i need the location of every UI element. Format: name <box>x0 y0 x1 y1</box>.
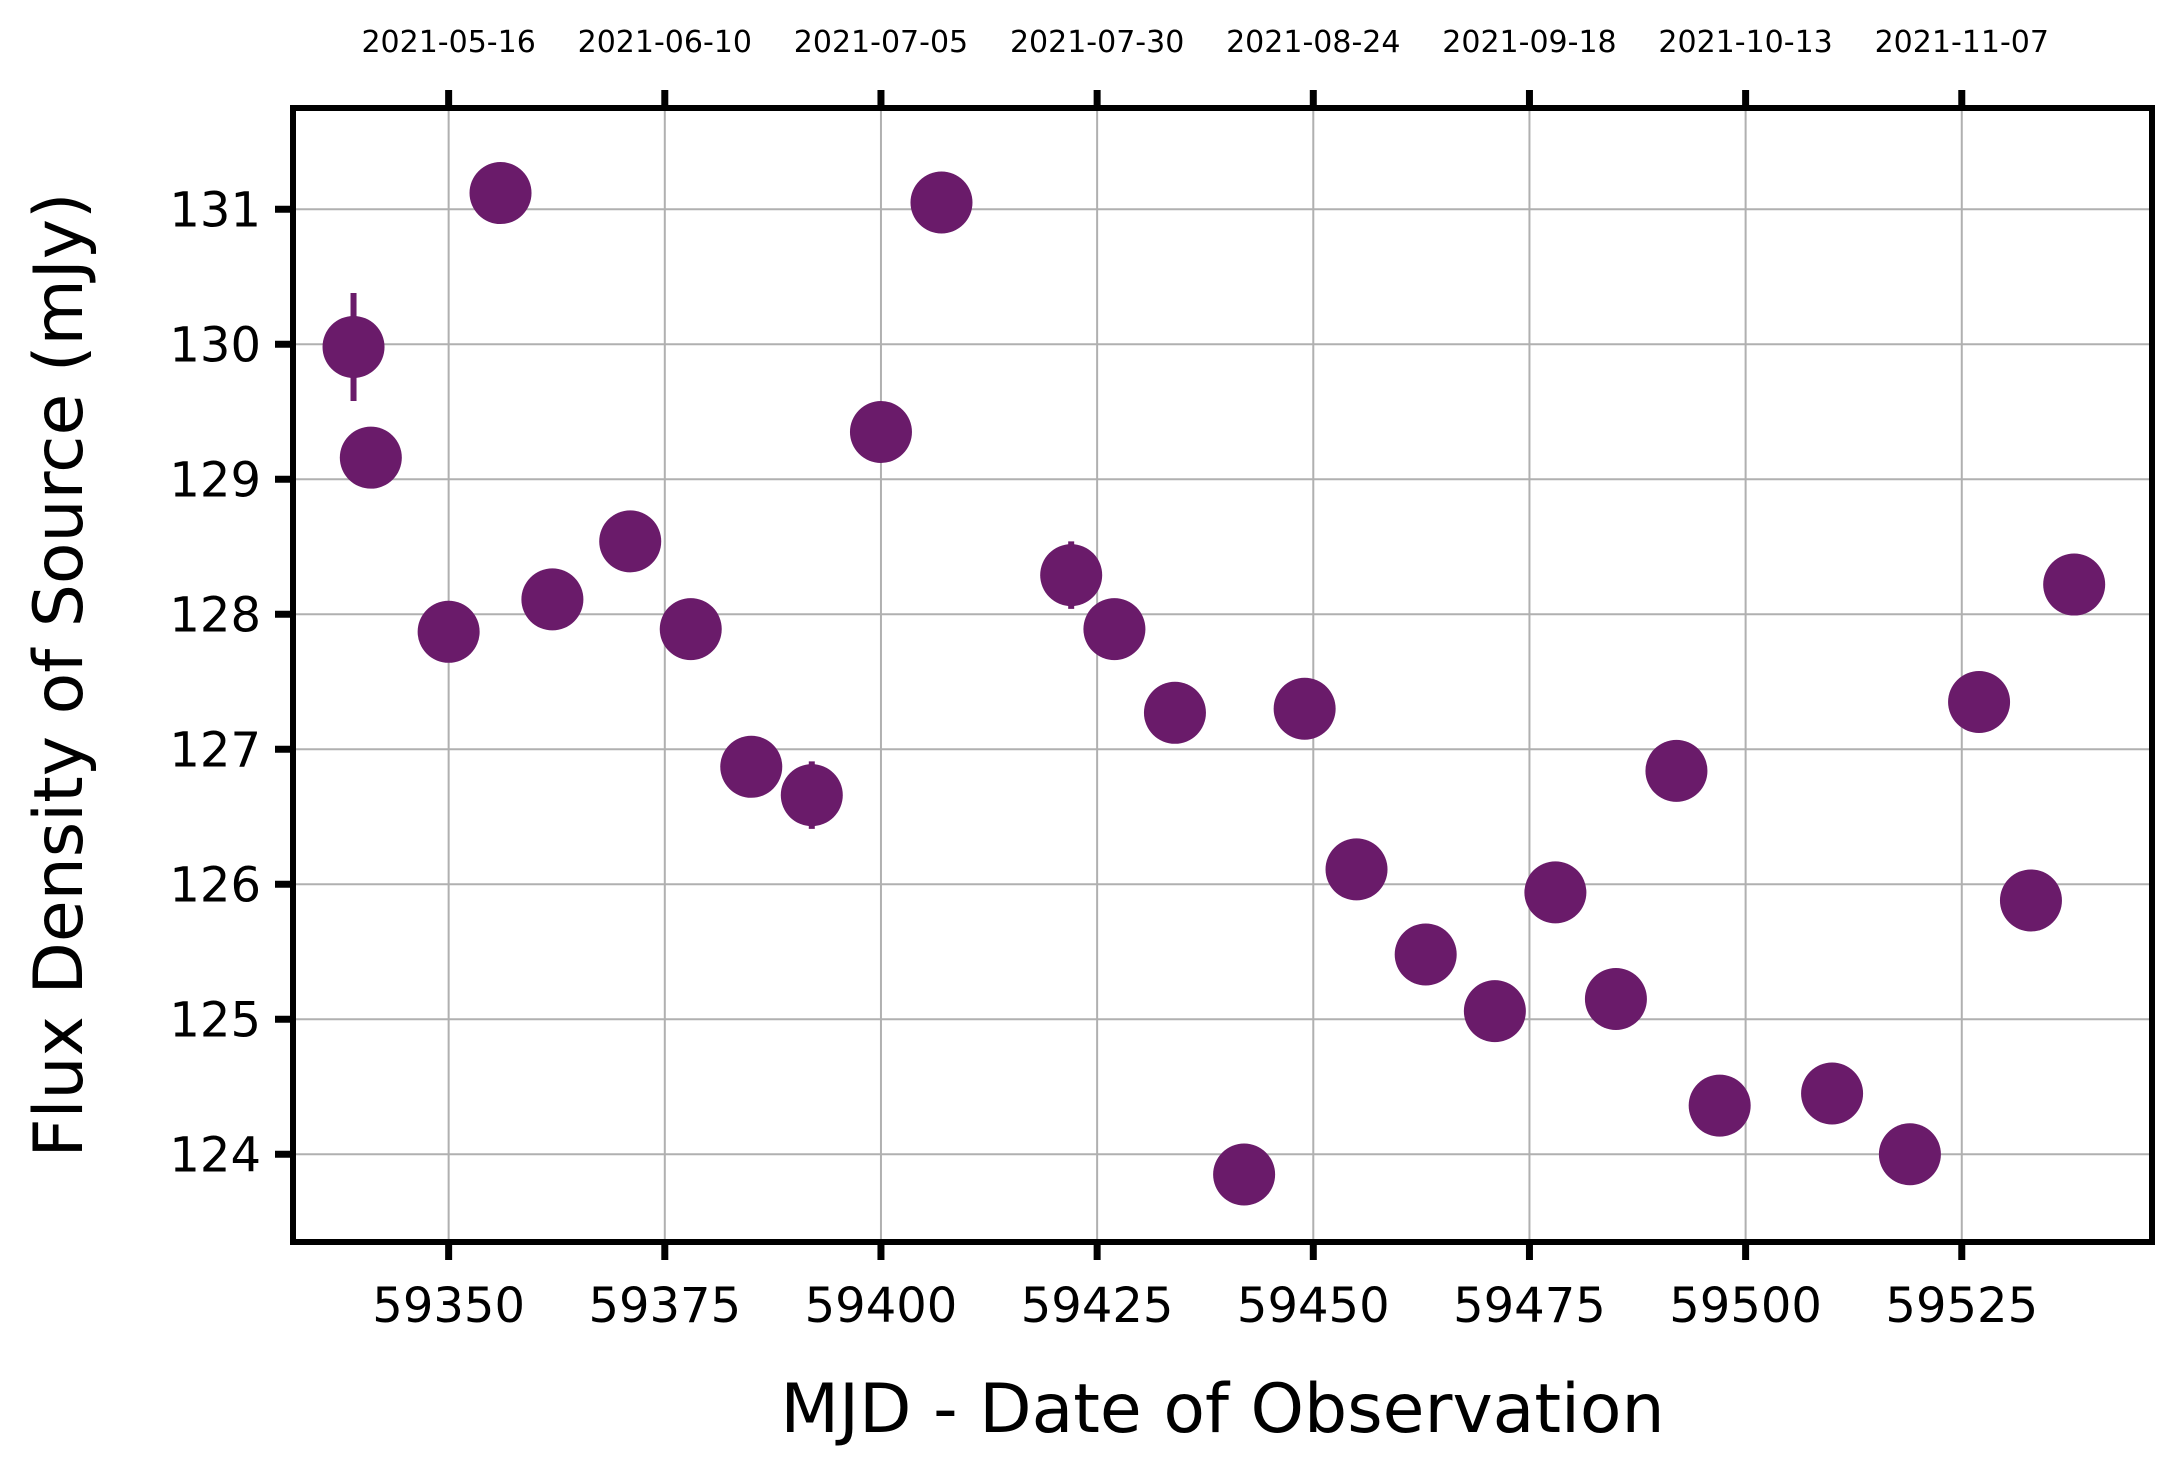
x-tick-label: 59450 <box>1237 1278 1390 1334</box>
y-tick-label: 124 <box>169 1127 261 1183</box>
data-point <box>1463 980 1526 1043</box>
x-tick-label: 59525 <box>1885 1278 2038 1334</box>
data-point <box>1878 1123 1941 1186</box>
data-point <box>1213 1143 1276 1206</box>
y-axis-title: Flux Density of Source (mJy) <box>20 192 99 1157</box>
plot-frame <box>290 105 2155 1245</box>
top-date-label: 2021-11-07 <box>1875 25 2049 60</box>
data-point <box>322 315 385 378</box>
data-point <box>910 171 973 234</box>
data-point <box>1948 671 2011 733</box>
x-tick-label: 59400 <box>805 1278 958 1334</box>
data-point <box>1325 838 1388 901</box>
data-point <box>1394 923 1457 986</box>
top-date-label: 2021-10-13 <box>1658 25 1832 60</box>
data-point <box>1040 544 1103 607</box>
top-date-label: 2021-07-30 <box>1010 25 1184 60</box>
data-point <box>659 598 722 661</box>
grid <box>293 108 2152 1242</box>
data-point <box>1999 869 2062 932</box>
x-tick-label: 59425 <box>1021 1278 1174 1334</box>
data-point <box>720 735 783 798</box>
y-tick-label: 127 <box>169 722 261 778</box>
y-tick-label: 126 <box>169 857 261 913</box>
data-point <box>2043 553 2106 616</box>
data-point <box>1143 681 1206 744</box>
data-point <box>1524 861 1587 924</box>
data-point <box>849 401 912 463</box>
y-tick-label: 125 <box>169 992 261 1048</box>
data-point <box>780 764 843 827</box>
data-point <box>599 510 662 573</box>
y-tick-label: 131 <box>169 182 261 238</box>
top-date-label: 2021-09-18 <box>1442 25 1616 60</box>
data-point <box>1801 1062 1864 1125</box>
y-tick-labels: 124 125 126 127 128 129 130 131 <box>169 182 261 1183</box>
data-point <box>521 568 584 631</box>
data-point <box>1688 1074 1751 1137</box>
top-date-labels: 2021-05-16 2021-06-10 2021-07-05 2021-07-30… <box>361 25 2048 60</box>
y-tick-label: 128 <box>169 587 261 643</box>
top-date-label: 2021-08-24 <box>1226 25 1400 60</box>
data-point <box>417 600 480 663</box>
data-point <box>1083 598 1146 661</box>
top-date-label: 2021-06-10 <box>578 25 752 60</box>
x-tick-label: 59375 <box>588 1278 741 1334</box>
x-tick-label: 59500 <box>1669 1278 1822 1334</box>
y-tick-label: 129 <box>169 452 261 508</box>
x-axis-title: MJD - Date of Observation <box>780 1370 1664 1449</box>
data-point <box>1273 677 1336 740</box>
y-tick-label: 130 <box>169 317 261 373</box>
x-tick-labels: 59350 59375 59400 59425 59450 59475 59500 59525 <box>372 1278 2038 1334</box>
data-point <box>339 426 402 489</box>
data-point <box>1584 968 1647 1030</box>
axis-ticks <box>275 90 1966 1260</box>
x-tick-label: 59475 <box>1453 1278 1606 1334</box>
data-point <box>469 162 532 225</box>
x-tick-label: 59350 <box>372 1278 525 1334</box>
data-points <box>322 162 2106 1206</box>
top-date-label: 2021-05-16 <box>361 25 535 60</box>
top-date-label: 2021-07-05 <box>794 25 968 60</box>
data-point <box>1645 739 1708 802</box>
